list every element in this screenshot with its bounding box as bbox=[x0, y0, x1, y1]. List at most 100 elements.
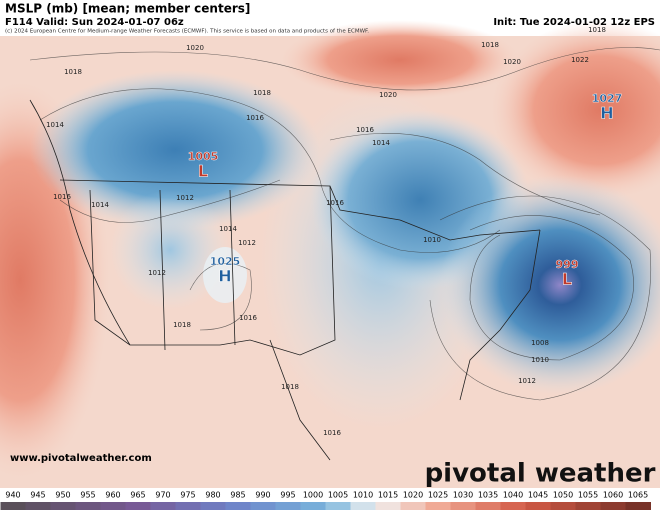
colorbar-label: 1020 bbox=[403, 491, 423, 500]
isobar-label: 1012 bbox=[518, 377, 536, 385]
colorbar-swatch bbox=[625, 502, 651, 510]
high-area bbox=[203, 247, 247, 303]
isobar-label: 1016 bbox=[239, 314, 257, 322]
isobar-label: 1020 bbox=[503, 58, 521, 66]
colorbar-swatch bbox=[375, 502, 401, 510]
title: MSLP (mb) [mean; member centers] bbox=[5, 2, 250, 16]
isobar-label: 1020 bbox=[379, 91, 397, 99]
colorbar-swatch bbox=[300, 502, 326, 510]
init-time: Init: Tue 2024-01-02 12z EPS bbox=[493, 17, 655, 28]
high-area bbox=[490, 20, 660, 200]
colorbar-swatch bbox=[350, 502, 376, 510]
colorbar-label: 1025 bbox=[428, 491, 448, 500]
colorbar-swatch bbox=[400, 502, 426, 510]
colorbar-swatch bbox=[450, 502, 476, 510]
colorbar-swatch bbox=[275, 502, 301, 510]
colorbar-swatch bbox=[525, 502, 551, 510]
colorbar-label: 940 bbox=[5, 491, 20, 500]
colorbar-label: 980 bbox=[205, 491, 220, 500]
high-area bbox=[280, 20, 520, 100]
colorbar-label: 1050 bbox=[553, 491, 573, 500]
colorbar-swatch bbox=[575, 502, 601, 510]
colorbar-swatch bbox=[600, 502, 626, 510]
colorbar-swatch bbox=[0, 502, 26, 510]
isobar-label: 1018 bbox=[173, 321, 191, 329]
center-letter: H bbox=[218, 267, 231, 286]
colorbar-swatch bbox=[550, 502, 576, 510]
valid-time: F114 Valid: Sun 2024-01-07 06z bbox=[5, 17, 184, 28]
colorbar-label: 1035 bbox=[478, 491, 498, 500]
isobar-label: 1012 bbox=[238, 239, 256, 247]
isobar-label: 1016 bbox=[53, 193, 71, 201]
colorbar-swatch bbox=[50, 502, 76, 510]
isobar-label: 1016 bbox=[356, 126, 374, 134]
isobar-label: 1018 bbox=[64, 68, 82, 76]
isobar-label: 1022 bbox=[571, 56, 589, 64]
colorbar-label: 950 bbox=[55, 491, 70, 500]
colorbar-swatch bbox=[100, 502, 126, 510]
colorbar: 940 945 950 955 960 965 970 975 980 985 990 995 1000… bbox=[0, 488, 660, 510]
colorbar-label: 1055 bbox=[578, 491, 598, 500]
colorbar-label: 945 bbox=[30, 491, 45, 500]
colorbar-swatch bbox=[250, 502, 276, 510]
colorbar-label: 1030 bbox=[453, 491, 473, 500]
colorbar-label: 1045 bbox=[528, 491, 548, 500]
center-letter: L bbox=[562, 270, 572, 289]
low-area bbox=[30, 70, 320, 230]
colorbar-label: 1040 bbox=[503, 491, 523, 500]
center-value: 1005 bbox=[188, 150, 219, 163]
colorbar-label: 960 bbox=[105, 491, 120, 500]
center-value: 1025 bbox=[210, 255, 241, 268]
colorbar-label: 1060 bbox=[603, 491, 623, 500]
colorbar-label: 955 bbox=[80, 491, 95, 500]
colorbar-swatch bbox=[175, 502, 201, 510]
isobar-label: 1014 bbox=[219, 225, 237, 233]
isobar-label: 1014 bbox=[91, 201, 109, 209]
colorbar-swatch bbox=[125, 502, 151, 510]
isobar-label: 1018 bbox=[588, 26, 606, 34]
colorbar-swatch bbox=[200, 502, 226, 510]
isobars bbox=[29, 47, 660, 401]
colorbar-label: 1000 bbox=[303, 491, 323, 500]
brand: pivotal weather bbox=[425, 459, 656, 489]
colorbar-label: 1010 bbox=[353, 491, 373, 500]
borders bbox=[29, 99, 541, 461]
colorbar-swatch bbox=[25, 502, 51, 510]
center-letter: H bbox=[600, 104, 613, 123]
isobar-label: 1018 bbox=[281, 383, 299, 391]
isobar-label: 1016 bbox=[246, 114, 264, 122]
colorbar-label: 1015 bbox=[378, 491, 398, 500]
isobar-label: 1016 bbox=[326, 199, 344, 207]
colorbar-swatch bbox=[75, 502, 101, 510]
center-value: 1027 bbox=[592, 92, 623, 105]
isobar-label: 1014 bbox=[372, 139, 390, 147]
low-area bbox=[110, 190, 230, 310]
colorbar-label: 990 bbox=[255, 491, 270, 500]
isobar-label: 1008 bbox=[531, 339, 549, 347]
isobar-label: 1012 bbox=[176, 194, 194, 202]
colorbar-label: 975 bbox=[180, 491, 195, 500]
colorbar-label: 985 bbox=[230, 491, 245, 500]
colorbar-swatch bbox=[325, 502, 351, 510]
isobar-label: 1016 bbox=[323, 429, 341, 437]
center-value: 999 bbox=[556, 258, 579, 271]
colorbar-swatch bbox=[475, 502, 501, 510]
colorbar-swatch bbox=[425, 502, 451, 510]
colorbar-swatch bbox=[150, 502, 176, 510]
isobar-label: 1014 bbox=[46, 121, 64, 129]
isobar-label: 1010 bbox=[423, 236, 441, 244]
colorbar-label: 995 bbox=[280, 491, 295, 500]
colorbar-label: 970 bbox=[155, 491, 170, 500]
isobar-label: 1018 bbox=[253, 89, 271, 97]
center-letter: L bbox=[198, 162, 208, 181]
colorbar-swatch bbox=[225, 502, 251, 510]
colorbar-label: 1065 bbox=[628, 491, 648, 500]
low-area bbox=[440, 175, 660, 395]
colorbar-label: 965 bbox=[130, 491, 145, 500]
colorbar-label: 1005 bbox=[328, 491, 348, 500]
website: www.pivotalweather.com bbox=[10, 453, 152, 464]
isobar-label: 1010 bbox=[531, 356, 549, 364]
colorbar-swatch bbox=[500, 502, 526, 510]
isobar-label: 1018 bbox=[481, 41, 499, 49]
